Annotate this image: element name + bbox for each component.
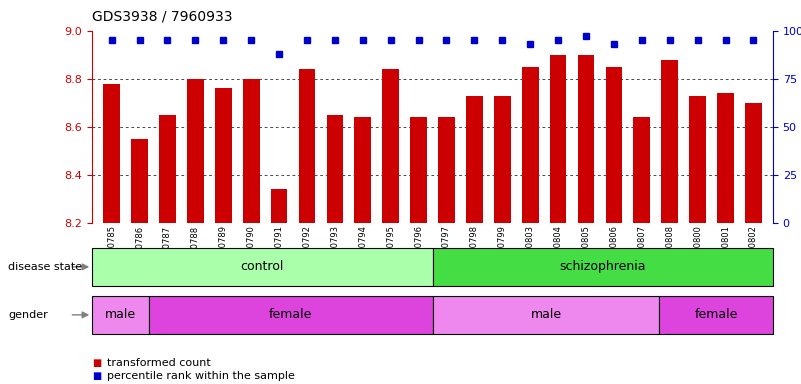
Bar [433, 296, 659, 334]
Bar [689, 96, 706, 223]
Bar [433, 248, 773, 286]
Bar [410, 117, 427, 223]
Text: male: male [530, 308, 562, 321]
Bar [159, 115, 176, 223]
Bar [578, 55, 594, 223]
Bar [149, 296, 433, 334]
Text: ■: ■ [92, 358, 102, 368]
Text: female: female [694, 308, 738, 321]
Bar [354, 117, 371, 223]
Bar [659, 296, 773, 334]
Bar [606, 67, 622, 223]
Bar [717, 93, 734, 223]
Text: ■: ■ [92, 371, 102, 381]
Text: transformed count: transformed count [107, 358, 211, 368]
Bar [466, 96, 483, 223]
Bar [438, 117, 455, 223]
Bar [634, 117, 650, 223]
Text: male: male [105, 308, 136, 321]
Text: control: control [240, 260, 284, 273]
Text: gender: gender [8, 310, 48, 320]
Bar [494, 96, 511, 223]
Bar [382, 69, 399, 223]
Bar [271, 189, 288, 223]
Bar [662, 60, 678, 223]
Text: percentile rank within the sample: percentile rank within the sample [107, 371, 295, 381]
Text: GDS3938 / 7960933: GDS3938 / 7960933 [92, 10, 232, 23]
Bar [745, 103, 762, 223]
Bar [187, 79, 203, 223]
Bar [215, 88, 231, 223]
Bar [299, 69, 316, 223]
Text: disease state: disease state [8, 262, 83, 272]
Bar [131, 139, 148, 223]
Bar [92, 296, 149, 334]
Bar [549, 55, 566, 223]
Bar [521, 67, 538, 223]
Bar [327, 115, 344, 223]
Text: schizophrenia: schizophrenia [560, 260, 646, 273]
Bar [243, 79, 260, 223]
Text: female: female [269, 308, 312, 321]
Bar [92, 248, 433, 286]
Bar [103, 84, 120, 223]
